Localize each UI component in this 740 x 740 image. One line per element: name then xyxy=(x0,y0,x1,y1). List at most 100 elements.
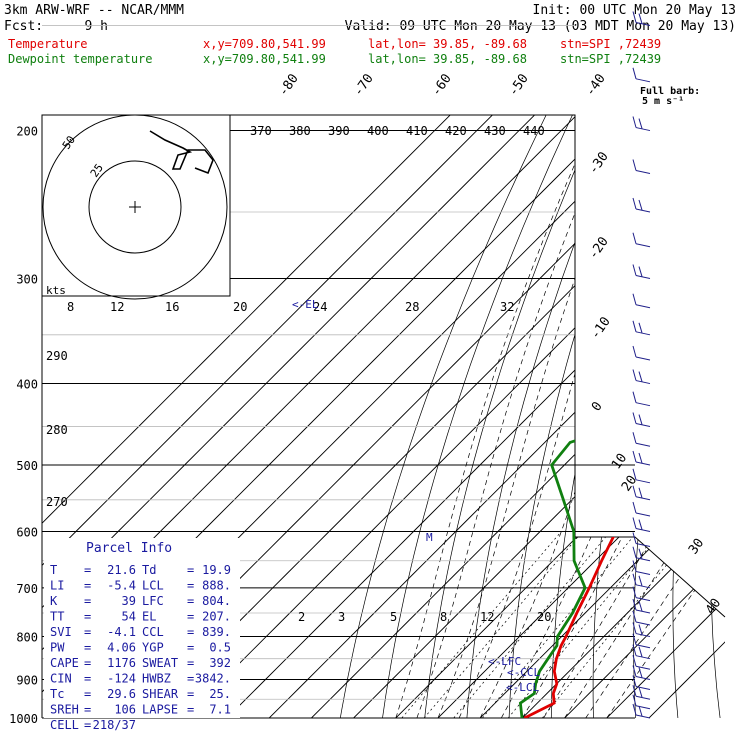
wind-barb-flag xyxy=(632,703,637,716)
parcel-param-name: SHEAR xyxy=(142,687,179,701)
wind-barb-flag xyxy=(638,646,643,657)
parcel-param-eq: = xyxy=(187,579,194,593)
wind-barb xyxy=(635,584,651,589)
isotherm-line xyxy=(648,115,725,718)
parcel-param-name: Tc xyxy=(50,687,64,701)
hodograph-frame xyxy=(41,114,231,297)
parcel-param-eq: = xyxy=(187,563,194,577)
parcel-param-value: 106 xyxy=(114,703,136,717)
parcel-param-eq: = xyxy=(84,625,91,639)
dewpoint-profile xyxy=(518,115,725,718)
temperature-tick-label: -10 xyxy=(588,314,614,342)
theta-label: 440 xyxy=(523,124,545,138)
moist-adiabat-line xyxy=(606,130,725,718)
ccl-marker: <-CCL xyxy=(507,666,540,679)
pressure-tick-label: 800 xyxy=(16,631,38,645)
hodograph: 25 50 kts xyxy=(41,114,231,300)
wind-barb xyxy=(635,496,651,501)
parcel-param-value: 207. xyxy=(202,610,231,624)
temperature-tick-label: 0 xyxy=(589,399,606,414)
isotherm-line xyxy=(522,115,725,718)
parcel-param-eq: = xyxy=(84,703,91,717)
mixing-ratio-label: 20 xyxy=(233,300,247,314)
wind-barb xyxy=(635,331,651,336)
parcel-param-eq: = xyxy=(84,610,91,624)
barb-legend-line1: Full barb: xyxy=(640,86,700,97)
wind-barb-flag xyxy=(632,546,637,558)
mixing-ratio-label: 28 xyxy=(405,300,419,314)
moist-adiabat-line xyxy=(500,130,725,718)
wind-barb xyxy=(635,676,651,681)
wind-barb-flag xyxy=(632,675,637,687)
parcel-param-name: CAPE xyxy=(50,656,79,670)
parcel-param-value: 3842. xyxy=(195,672,231,686)
wind-barb xyxy=(635,275,651,280)
parcel-param-eq: = xyxy=(84,563,91,577)
wind-barb xyxy=(635,423,651,428)
wind-barb-flag xyxy=(632,586,637,598)
wind-barb xyxy=(635,655,651,660)
wind-barb-flag xyxy=(632,197,637,210)
pressure-tick-label: 600 xyxy=(16,526,38,540)
pressure-tick-label: 200 xyxy=(16,125,38,139)
parcel-param-name: T xyxy=(50,563,57,577)
moist-label: 8 xyxy=(440,610,447,624)
parcel-param-name: Td xyxy=(142,563,156,577)
wind-barb-flag xyxy=(638,414,643,425)
parcel-param-name: HWBZ xyxy=(142,672,171,686)
parcel-param-name: EL xyxy=(142,610,156,624)
barb-legend-line2: 5 m s⁻¹ xyxy=(642,96,684,107)
wind-barb xyxy=(635,512,651,517)
parcel-param-name: SVI xyxy=(50,625,72,639)
wind-barb-flag xyxy=(632,232,637,244)
parcel-param-value: 392 xyxy=(209,656,231,670)
wind-barb xyxy=(635,714,651,719)
wind-barb-flag xyxy=(632,517,637,529)
wind-barb-flag xyxy=(638,13,643,24)
parcel-param-value: 29.6 xyxy=(107,687,136,701)
lfc-marker: <-LFC xyxy=(488,655,521,668)
wind-barb xyxy=(635,644,651,649)
wind-barb-flag xyxy=(632,622,637,634)
wind-barb-flag xyxy=(632,665,637,677)
wind-barb-flag xyxy=(638,705,643,717)
parcel-param-eq: = xyxy=(187,703,194,717)
parcel-param-value: 4.06 xyxy=(107,641,136,655)
moist-adiabat-line xyxy=(437,130,632,718)
parcel-param-name: SWEAT xyxy=(142,656,178,670)
wind-barb xyxy=(635,571,651,576)
wind-barb-flag xyxy=(632,501,637,514)
pressure-tick-label: 700 xyxy=(16,582,38,596)
parcel-param-name: LI xyxy=(50,579,64,593)
theta-label: 390 xyxy=(328,124,350,138)
legend-dewpoint-xy: x,y=709.80,541.99 xyxy=(203,52,326,66)
moist-label: 20 xyxy=(537,610,551,624)
isotherm-line xyxy=(564,115,725,718)
wind-barb xyxy=(635,479,651,484)
theta-label: 420 xyxy=(445,124,467,138)
mixing-ratio-label: 24 xyxy=(313,300,327,314)
parcel-param-value: 804. xyxy=(202,594,231,608)
wind-barb-flag xyxy=(632,532,637,544)
legend-temperature-name: Temperature xyxy=(8,37,87,51)
wind-barb-flag xyxy=(638,118,643,129)
parcel-param-name: LFC xyxy=(142,594,164,608)
wind-barb-flag xyxy=(632,485,637,497)
theta-label: 430 xyxy=(484,124,506,138)
wind-barb-flag xyxy=(632,598,637,611)
isotherm-line xyxy=(184,115,725,718)
wind-barb-flag xyxy=(638,371,643,382)
wind-barb-flag xyxy=(632,293,637,305)
wind-barb xyxy=(635,633,651,638)
lcl-marker: <-LCL xyxy=(506,681,539,694)
legend-temperature-latlon: lat,lon= 39.85, -89.68 xyxy=(368,37,527,51)
wind-barb-flag xyxy=(638,487,643,498)
wind-barb-flag xyxy=(632,264,637,276)
mixing-ratio-label: 32 xyxy=(500,300,514,314)
wind-barb-flag xyxy=(632,633,637,645)
wind-barb-flag xyxy=(638,519,643,530)
hodograph-ring-label: 50 xyxy=(60,133,78,151)
parcel-param-eq: = xyxy=(187,656,194,670)
wind-barb xyxy=(635,461,651,466)
